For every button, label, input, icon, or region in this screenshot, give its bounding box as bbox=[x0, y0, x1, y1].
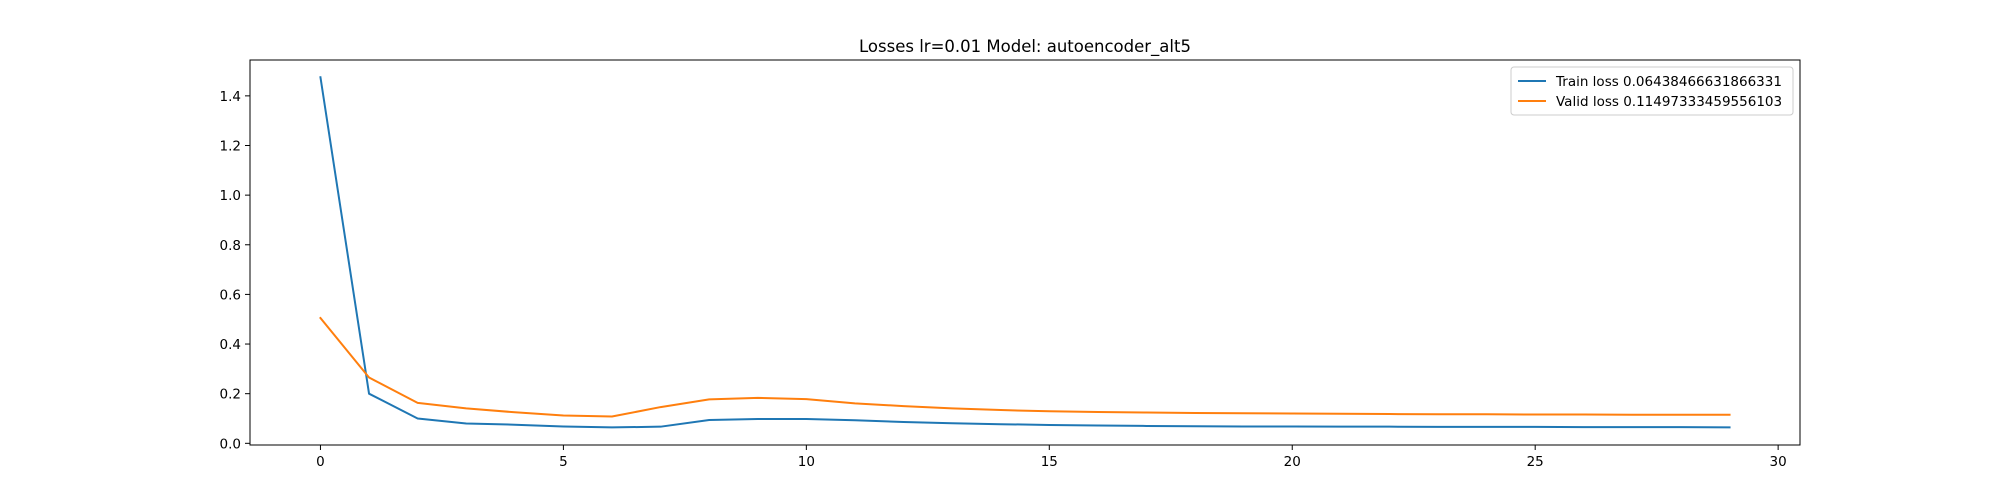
y-tick-label: 0.2 bbox=[220, 387, 241, 403]
y-tick-label: 0.6 bbox=[220, 287, 241, 303]
legend: Train loss 0.06438466631866331 Valid loss… bbox=[1510, 66, 1794, 116]
y-axis: 0.0 0.2 0.4 0.6 0.8 1.0 1.2 1.4 bbox=[220, 89, 250, 452]
y-tick-label: 1.4 bbox=[220, 89, 241, 105]
x-tick-label: 20 bbox=[1284, 454, 1301, 470]
x-tick-label: 10 bbox=[798, 454, 815, 470]
x-tick-label: 0 bbox=[316, 454, 325, 470]
series-line-train-loss bbox=[319, 76, 1731, 429]
y-tick-label: 1.0 bbox=[220, 188, 241, 204]
series-layer bbox=[319, 76, 1731, 429]
x-tick-label: 30 bbox=[1770, 454, 1787, 470]
x-tick-label: 5 bbox=[559, 454, 568, 470]
legend-label: Train loss 0.06438466631866331 bbox=[1555, 74, 1782, 90]
y-tick-label: 0.4 bbox=[220, 337, 241, 353]
y-tick-label: 1.2 bbox=[220, 138, 241, 154]
y-tick-label: 0.8 bbox=[220, 238, 241, 254]
series-line-valid-loss bbox=[319, 316, 1731, 418]
x-tick-label: 25 bbox=[1527, 454, 1544, 470]
y-tick-label: 0.0 bbox=[220, 436, 241, 452]
chart-title: Losses lr=0.01 Model: autoencoder_alt5 bbox=[859, 37, 1191, 57]
plot-frame bbox=[249, 59, 1801, 446]
legend-label: Valid loss 0.11497333459556103 bbox=[1556, 94, 1782, 110]
x-axis: 0 5 10 15 20 25 30 bbox=[316, 445, 1787, 470]
x-tick-label: 15 bbox=[1041, 454, 1058, 470]
legend-box bbox=[1510, 66, 1794, 116]
